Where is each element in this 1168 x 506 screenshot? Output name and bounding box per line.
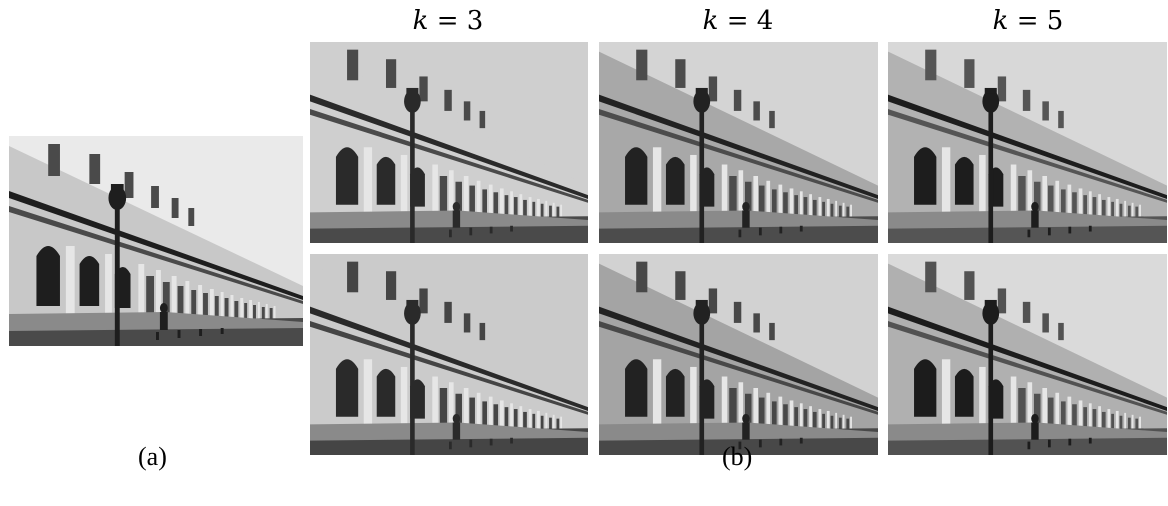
- column-title-k5: k = 5: [992, 6, 1064, 36]
- result-row2-k3: [310, 254, 588, 455]
- result-row2-k5: [888, 254, 1167, 455]
- column-title-k3: k = 3: [412, 6, 484, 36]
- caption-b: (b): [722, 442, 753, 471]
- result-row2-k4: [599, 254, 878, 455]
- column-title-k4: k = 4: [702, 6, 774, 36]
- result-row1-k3: [310, 42, 588, 243]
- original-image: [9, 136, 303, 346]
- result-row1-k5: [888, 42, 1167, 243]
- result-row1-k4: [599, 42, 878, 243]
- caption-a: (a): [138, 442, 167, 471]
